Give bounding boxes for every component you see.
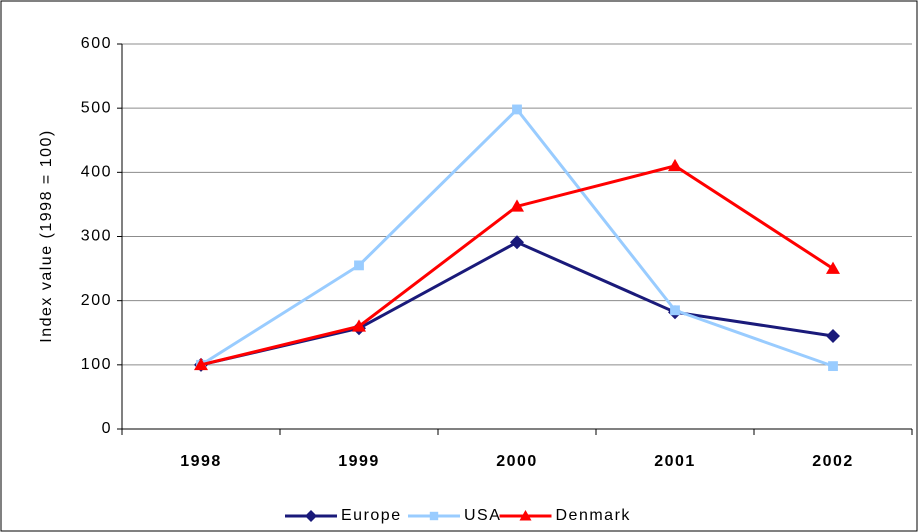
y-tick-label: 300 [81, 228, 112, 245]
y-tick-label: 600 [81, 35, 112, 52]
x-tick-label: 2001 [654, 453, 696, 470]
y-tick-label: 100 [81, 356, 112, 373]
marker [305, 510, 317, 522]
marker [510, 235, 524, 250]
marker [194, 357, 208, 371]
x-tick-label: 2002 [812, 453, 854, 470]
legend-label: Denmark [556, 507, 631, 524]
marker [352, 319, 366, 332]
legend-label: USA [464, 507, 501, 524]
y-tick-label: 500 [81, 99, 112, 116]
y-tick-label: 400 [81, 164, 112, 181]
marker [828, 361, 838, 372]
legend-label: Europe [341, 507, 402, 524]
marker [519, 510, 532, 521]
x-tick-label: 1999 [338, 453, 380, 470]
marker [512, 104, 522, 115]
marker [668, 158, 682, 172]
marker [826, 328, 840, 343]
x-tick-label: 2000 [496, 453, 538, 470]
marker [826, 261, 840, 274]
marker [429, 511, 439, 521]
marker [510, 199, 524, 212]
x-tick-label: 1998 [180, 453, 222, 470]
y-axis-label: Index value (1998 = 100) [38, 129, 55, 342]
marker [670, 305, 680, 316]
marker [354, 260, 364, 271]
y-tick-label: 0 [102, 420, 112, 437]
y-tick-label: 200 [81, 292, 112, 309]
